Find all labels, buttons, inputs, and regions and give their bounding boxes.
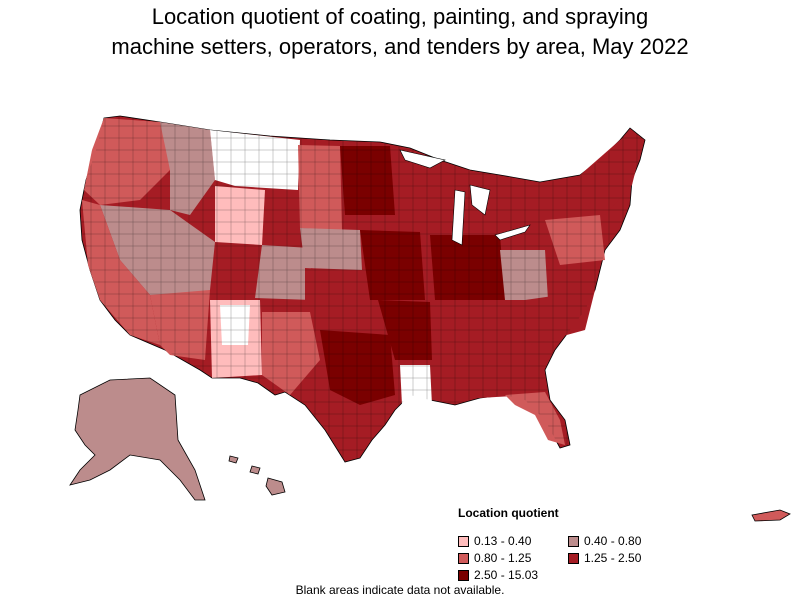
hawaii-big-island — [265, 477, 286, 496]
legend-label: 1.25 - 2.50 — [584, 551, 642, 565]
title-line-1: Location quotient of coating, painting, … — [151, 4, 649, 29]
lake-michigan — [451, 189, 466, 246]
lake-superior — [399, 149, 446, 169]
lake-erie — [494, 224, 531, 241]
legend-swatch — [458, 569, 469, 581]
area-boundaries — [80, 116, 645, 462]
hawaii-maui — [249, 465, 261, 475]
legend-swatch — [568, 552, 579, 564]
legend-label: 0.40 - 0.80 — [584, 534, 642, 548]
legend-label: 2.50 - 15.03 — [474, 568, 539, 582]
legend-grid: 0.13 - 0.40 0.40 - 0.80 0.80 - 1.25 1.25… — [458, 534, 688, 582]
hawaii — [228, 455, 286, 496]
legend-item: 1.25 - 2.50 — [568, 551, 678, 565]
title-line-2: machine setters, operators, and tenders … — [111, 34, 689, 59]
legend-item: 0.80 - 1.25 — [458, 551, 568, 565]
hawaii-oahu — [228, 455, 239, 464]
legend-label: 0.80 - 1.25 — [474, 551, 532, 565]
great-lakes — [399, 149, 531, 246]
map-title: Location quotient of coating, painting, … — [0, 2, 800, 62]
lake-huron — [469, 184, 491, 216]
footnote: Blank areas indicate data not available. — [295, 583, 505, 597]
legend-swatch — [568, 535, 579, 547]
legend-item: 0.13 - 0.40 — [458, 534, 568, 548]
legend-item: 0.40 - 0.80 — [568, 534, 678, 548]
legend: Location quotient 0.13 - 0.40 0.40 - 0.8… — [458, 506, 688, 582]
legend-title: Location quotient — [458, 506, 559, 520]
alaska — [69, 377, 206, 501]
legend-swatch — [458, 535, 469, 547]
puerto-rico — [751, 509, 791, 522]
legend-item: 2.50 - 15.03 — [458, 568, 568, 582]
legend-label: 0.13 - 0.40 — [474, 534, 532, 548]
legend-swatch — [458, 552, 469, 564]
